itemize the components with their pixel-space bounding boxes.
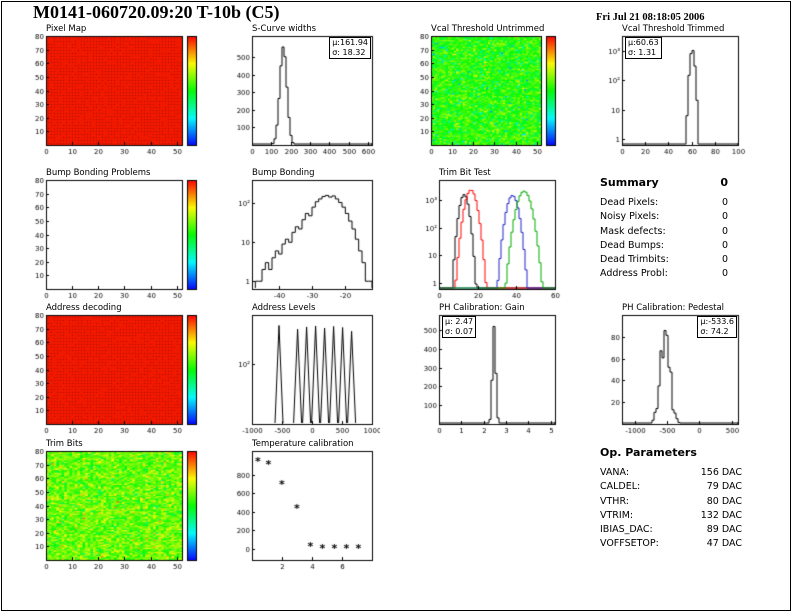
address-levels-panel: Address Levels [226,303,380,437]
summary-value: 0 [720,176,728,189]
stat-mu: μ:60.63 [628,38,659,47]
stat-mu: μ: 2.47 [445,317,474,326]
stat-mu: μ:161.94 [332,38,368,47]
bump-bonding-panel: Bump Bonding [226,168,380,302]
summary-panel: Summary 0 Dead Pixels: 0 Noisy Pixels: 0 M… [600,176,728,282]
summary-title: Summary [600,176,659,189]
op-parameter-row: VTRIM: 132 DAC [600,509,742,521]
address-levels-canvas [226,313,380,437]
chart-title: PH Calibration: Gain [439,303,525,313]
chart-title: Trim Bits [46,439,83,449]
chart-title: S-Curve widths [252,24,317,34]
pixel-map-panel: Pixel Map [28,24,210,158]
op-parameters-title: Op. Parameters [600,446,697,459]
address-decoding-panel: Address decoding [28,303,210,437]
stat-sigma: σ: 1.31 [628,48,657,57]
chart-title: Vcal Threshold Trimmed [622,24,725,34]
trim-bits-panel: Trim Bits [28,439,210,573]
op-parameter-row: VANA: 156 DAC [600,467,742,478]
stat-sigma: σ: 0.07 [445,327,474,336]
bump-bonding-problems-canvas [28,178,210,302]
chart-title: Vcal Threshold Untrimmed [431,24,545,34]
stats-box: μ: 2.47 σ: 0.07 [442,316,477,338]
chart-title: Temperature calibration [252,439,354,449]
op-parameter-row: CALDEL: 79 DAC [600,481,742,493]
stats-box: μ:161.94 σ: 18.32 [329,37,371,59]
summary-row: Mask defects: 0 [600,225,728,237]
stats-box: μ:60.63 σ: 1.31 [625,37,662,59]
address-decoding-canvas [28,313,210,437]
chart-title: PH Calibration: Pedestal [622,303,725,313]
trim-bit-test-canvas [413,178,563,302]
ph-gain-panel: PH Calibration: Gain μ: 2.47 σ: 0.07 [413,303,563,437]
chart-title: Address Levels [252,303,316,313]
ph-pedestal-panel: PH Calibration: Pedestal μ:-533.6 σ: 74.… [596,303,746,437]
summary-row: Dead Trimbits: 0 [600,254,728,265]
summary-row: Dead Pixels: 0 [600,197,728,208]
bump-bonding-problems-panel: Bump Bonding Problems [28,168,210,302]
bump-bonding-canvas [226,178,380,302]
summary-row: Dead Bumps: 0 [600,239,728,251]
op-parameter-row: IBIAS_DAC: 89 DAC [600,524,742,535]
chart-title: Pixel Map [46,24,87,34]
pixel-map-canvas [28,34,210,158]
vcal-untrimmed-panel: Vcal Threshold Untrimmed [413,24,569,158]
op-parameter-row: VTHR: 80 DAC [600,495,742,507]
chart-title: Address decoding [46,303,122,313]
chart-title: Trim Bit Test [439,168,491,178]
op-parameters-panel: Op. Parameters VANA: 156 DAC CALDEL: 79 DA… [600,446,742,552]
vcal-trimmed-panel: Vcal Threshold Trimmed μ:60.63 σ: 1.31 [596,24,746,158]
stat-sigma: σ: 18.32 [332,48,366,57]
op-parameter-row: VOFFSETOP: 47 DAC [600,538,742,550]
trim-bits-canvas [28,449,210,573]
temperature-calibration-canvas [226,449,380,573]
stats-box: μ:-533.6 σ: 74.2 [697,316,737,338]
summary-row: Noisy Pixels: 0 [600,211,728,223]
chart-title: Bump Bonding [252,168,315,178]
ph-gain-canvas [413,313,563,437]
vcal-untrimmed-canvas [413,34,569,158]
stat-sigma: σ: 74.2 [700,327,729,336]
summary-row: Address Probl: 0 [600,268,728,280]
scurve-widths-panel: S-Curve widths μ:161.94 σ: 18.32 [226,24,380,158]
temperature-calibration-panel: Temperature calibration [226,439,380,573]
page-title: M0141-060720.09:20 T-10b (C5) [33,2,280,22]
trim-bit-test-panel: Trim Bit Test [413,168,563,302]
timestamp: Fri Jul 21 08:18:05 2006 [596,12,705,23]
stat-mu: μ:-533.6 [700,317,734,326]
chart-title: Bump Bonding Problems [46,168,151,178]
vcal-trimmed-canvas [596,34,746,158]
